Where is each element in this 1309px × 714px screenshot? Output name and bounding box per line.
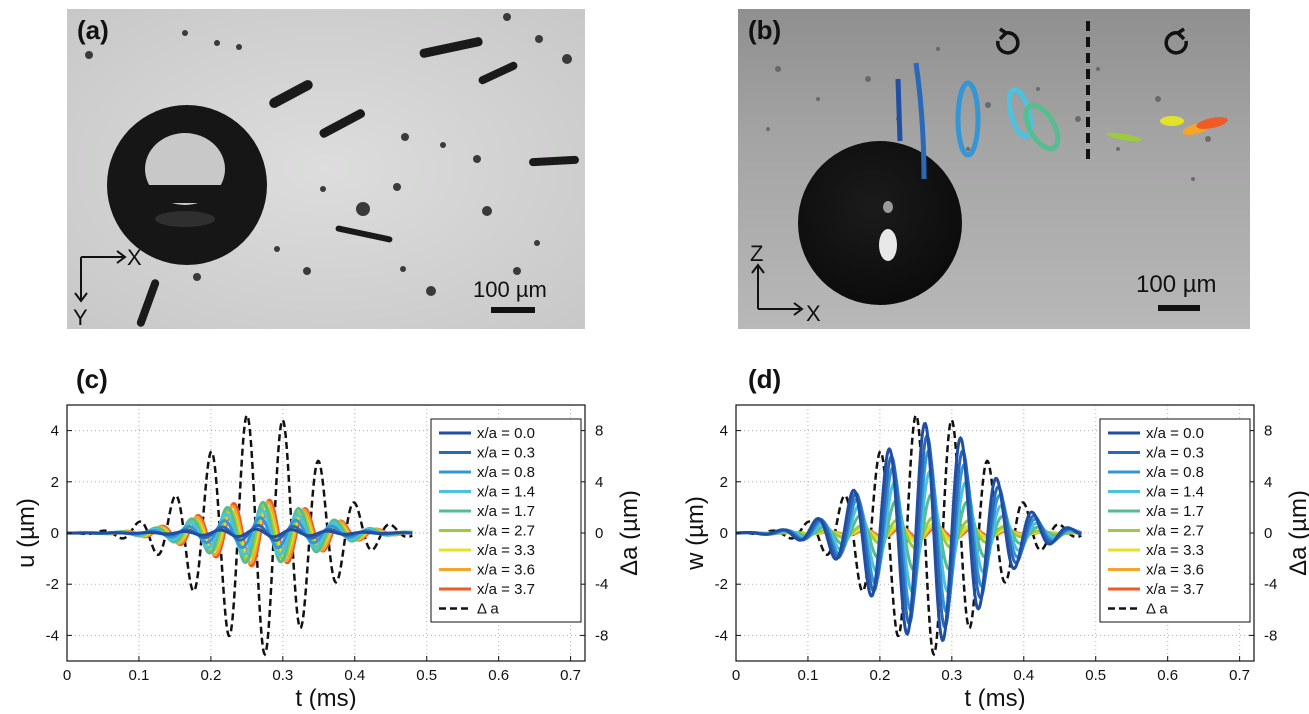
- x-axis-label: t (ms): [964, 685, 1025, 710]
- y-tick-label: 2: [51, 474, 59, 491]
- legend-label: x/a = 0.8: [477, 464, 535, 481]
- x-tick-label: 0.7: [560, 667, 581, 684]
- legend-label: x/a = 1.4: [477, 484, 535, 501]
- zx-axis-arrows: [751, 263, 804, 316]
- legend-label: x/a = 0.3: [477, 445, 535, 462]
- x-tick-label: 0.4: [344, 667, 365, 684]
- panel-a-scene: X Y: [67, 9, 585, 329]
- x-tick-label: 0.1: [129, 667, 150, 684]
- counterclockwise-icon: [996, 27, 1020, 55]
- x-tick-label: 0: [732, 667, 740, 684]
- x-tick-label: 0.7: [1229, 667, 1250, 684]
- x-tick-label: 0.2: [869, 667, 890, 684]
- panel-a-label: (a): [77, 15, 109, 45]
- panel-d-label: (d): [748, 364, 782, 394]
- y2-tick-label: -8: [595, 627, 608, 644]
- x-tick-label: 0: [63, 667, 71, 684]
- x-tick-label: 0.4: [1013, 667, 1034, 684]
- legend-label: x/a = 3.7: [1146, 581, 1204, 598]
- legend-label: x/a = 3.6: [477, 562, 535, 579]
- x-tick-label: 0.1: [798, 667, 819, 684]
- y-axis-label: w (µm): [682, 496, 709, 571]
- y2-tick-label: 4: [1264, 474, 1272, 491]
- y-tick-label: 4: [51, 423, 59, 440]
- particle-streaks: [136, 37, 579, 327]
- particle-blobs: [1106, 116, 1228, 142]
- axis-y-label: Y: [73, 305, 88, 329]
- legend-label: x/a = 1.7: [1146, 503, 1204, 520]
- legend-label: x/a = 3.3: [477, 542, 535, 559]
- series-group: [67, 413, 413, 657]
- y-tick-label: -2: [715, 576, 728, 593]
- axis-x-label: X: [806, 301, 821, 326]
- droplet: [798, 141, 962, 305]
- x-tick-label: 0.3: [941, 667, 962, 684]
- y-axis-label: u (µm): [13, 498, 40, 568]
- panel-b-image: Z X (b) 100 µm: [738, 9, 1250, 329]
- series-line: [67, 527, 413, 539]
- legend-label: Δ a: [1146, 601, 1168, 618]
- x-tick-label: 0.5: [1085, 667, 1106, 684]
- panel-c-label: (c): [76, 364, 108, 394]
- legend-label: x/a = 0.0: [477, 425, 535, 442]
- x-tick-label: 0.3: [272, 667, 293, 684]
- legend-label: x/a = 0.8: [1146, 464, 1204, 481]
- y-tick-label: 0: [51, 525, 59, 542]
- panel-b-scene: Z X: [738, 9, 1250, 329]
- x-axis-label: t (ms): [295, 685, 356, 710]
- series-group: [736, 413, 1082, 657]
- y-tick-label: -4: [715, 627, 728, 644]
- legend-label: x/a = 2.7: [477, 523, 535, 540]
- legend-label: x/a = 3.6: [1146, 562, 1204, 579]
- y-tick-label: 2: [720, 474, 728, 491]
- legend-label: x/a = 0.3: [1146, 445, 1204, 462]
- clockwise-icon: [1164, 27, 1188, 55]
- y2-tick-label: -4: [595, 576, 608, 593]
- chart-d: 0 0.1 0.2 0.3 0.4 0.5 0.6 0.7 -4 -2 0 2 4 -8 -4 0 4 8 t (m…: [682, 404, 1309, 710]
- panel-a-image: X Y (a) 100 µm: [67, 9, 585, 329]
- x-tick-label: 0.5: [416, 667, 437, 684]
- particle-trajectories: [895, 62, 1061, 180]
- x-tick-label: 0.6: [488, 667, 509, 684]
- y2-tick-label: -8: [1264, 627, 1277, 644]
- scale-text-a: 100 µm: [473, 277, 547, 302]
- y2-axis-label: Δa (µm): [616, 490, 640, 576]
- y2-tick-label: 4: [595, 474, 603, 491]
- x-tick-label: 0.2: [200, 667, 221, 684]
- legend-label: x/a = 1.7: [477, 503, 535, 520]
- axis-x-label: X: [127, 245, 142, 270]
- y2-tick-label: -4: [1264, 576, 1277, 593]
- y2-tick-label: 0: [595, 525, 603, 542]
- legend-label: Δ a: [477, 601, 499, 618]
- panel-b-label: (b): [748, 15, 782, 45]
- y-tick-label: 4: [720, 423, 728, 440]
- y-tick-label: -2: [46, 576, 59, 593]
- series-line: [736, 421, 1082, 643]
- legend-label: x/a = 0.0: [1146, 425, 1204, 442]
- particle-dots: [85, 13, 572, 296]
- y2-tick-label: 8: [1264, 423, 1272, 440]
- scale-bar-b: [1158, 305, 1200, 311]
- series-line-delta-a: [67, 413, 413, 657]
- legend-label: x/a = 1.4: [1146, 484, 1204, 501]
- y2-axis-label: Δa (µm): [1285, 490, 1309, 576]
- y-tick-label: -4: [46, 627, 59, 644]
- y2-tick-label: 8: [595, 423, 603, 440]
- xy-axis-arrows: [74, 250, 127, 303]
- scale-text-b: 100 µm: [1136, 271, 1217, 298]
- axis-z-label: Z: [750, 241, 763, 266]
- x-tick-label: 0.6: [1157, 667, 1178, 684]
- legend-label: x/a = 3.3: [1146, 542, 1204, 559]
- legend-label: x/a = 3.7: [477, 581, 535, 598]
- scale-bar-a: [491, 307, 535, 313]
- legend-label: x/a = 2.7: [1146, 523, 1204, 540]
- chart-c: 0 0.1 0.2 0.3 0.4 0.5 0.6 0.7 -4 -2 0 2 4 -8 -4 0 4 8 t (m…: [13, 404, 640, 710]
- y-tick-label: 0: [720, 525, 728, 542]
- y2-tick-label: 0: [1264, 525, 1272, 542]
